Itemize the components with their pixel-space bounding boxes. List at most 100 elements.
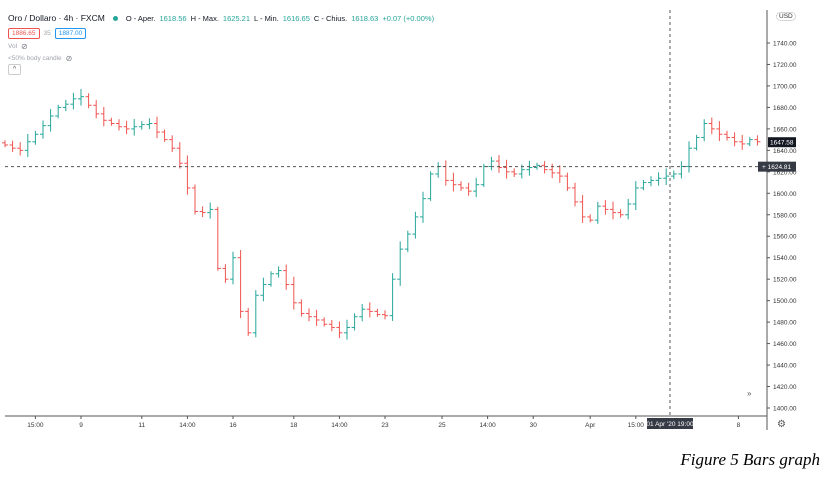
ohlc-bar xyxy=(17,142,24,156)
y-tick-label: 1460.00 xyxy=(773,341,797,348)
ohlc-bar xyxy=(154,116,160,139)
ohlc-bar xyxy=(47,109,54,132)
eye-hidden-icon[interactable]: ⊘ xyxy=(21,42,28,51)
ohlc-bar xyxy=(214,206,221,271)
ohlc-bar xyxy=(716,121,723,142)
last-price-tag xyxy=(768,137,796,148)
ohlc-bar xyxy=(579,195,586,223)
body-candle-indicator[interactable]: <50% body candle ⊘ xyxy=(8,54,72,63)
crosshair-time-tag xyxy=(647,418,693,429)
bid-ask-row: 1886.65 35 1887.00 xyxy=(8,28,87,39)
ohlc-bar xyxy=(655,172,662,186)
eye-hidden-icon[interactable]: ⊘ xyxy=(65,54,73,63)
crosshair-time-label: 01 Apr '20 19:00 xyxy=(646,421,694,428)
settings-gear-icon[interactable]: ⚙ xyxy=(777,419,786,430)
low-value: 1616.65 xyxy=(282,13,310,23)
x-tick-label: 8 xyxy=(737,422,741,429)
ohlc-bar xyxy=(2,140,8,148)
ohlc-bar xyxy=(351,313,358,331)
ohlc-bar xyxy=(701,119,708,142)
ohlc-bar xyxy=(9,140,16,152)
volume-label: Vol xyxy=(8,43,18,50)
ohlc-bar xyxy=(131,119,138,136)
scroll-to-realtime-icon[interactable]: » xyxy=(747,389,752,398)
x-tick-label: Apr xyxy=(585,422,596,429)
sell-button[interactable]: 1886.65 xyxy=(8,28,40,39)
y-tick-label: 1720.00 xyxy=(773,62,797,69)
ohlc-bar xyxy=(564,172,571,191)
x-tick-label: 15:00 xyxy=(27,422,44,429)
ohlc-bar xyxy=(450,172,457,192)
x-tick-label: 14:00 xyxy=(179,422,196,429)
high-value: 1625.21 xyxy=(222,13,251,23)
ohlc-bar xyxy=(40,120,46,139)
y-tick-label: 1480.00 xyxy=(773,320,797,327)
legend-header: Oro / Dollaro · 4h · FXCM O - Aper. 1618.… xyxy=(8,13,434,23)
ohlc-bar xyxy=(617,209,624,218)
x-tick-label: 30 xyxy=(530,422,538,429)
y-tick-label: 1560.00 xyxy=(773,234,797,241)
currency-label[interactable]: USD xyxy=(776,12,796,21)
ohlc-bar xyxy=(625,198,632,220)
ohlc-bar xyxy=(693,134,700,151)
ohlc-bar xyxy=(260,277,267,302)
ohlc-bar xyxy=(184,155,191,195)
buy-button[interactable]: 1887.00 xyxy=(54,28,87,39)
y-tick-label: 1660.00 xyxy=(773,126,797,133)
y-tick-label: 1500.00 xyxy=(773,298,797,305)
y-tick-label: 1580.00 xyxy=(773,212,797,219)
ohlc-bar xyxy=(161,129,168,142)
x-axis: 15:00 9 11 14:00 16 18 14:00 23 25 14:00 30 Apr 15:0… xyxy=(27,416,741,429)
ohlc-bar xyxy=(397,241,404,286)
y-tick-label: 1740.00 xyxy=(773,41,797,48)
ohlc-bar xyxy=(458,181,464,191)
ohlc-bar xyxy=(336,321,343,339)
price-chart[interactable]: 1740.00 1720.00 1700.00 1680.00 1660.00 1640.… xyxy=(0,0,830,440)
ohlc-bar xyxy=(116,119,122,131)
ohlc-bar xyxy=(572,182,578,207)
ohlc-bar xyxy=(724,130,730,141)
spread-value: 35 xyxy=(43,30,51,37)
ohlc-bar xyxy=(359,304,366,322)
ohlc-bar xyxy=(556,165,563,183)
ohlc-bar xyxy=(708,117,715,135)
close-label: C - Chius. xyxy=(313,13,348,23)
ohlc-bar xyxy=(678,161,685,179)
ohlc-bar xyxy=(298,299,305,317)
ohlc-bar xyxy=(207,202,214,219)
ohlc-bar xyxy=(62,99,69,112)
x-tick-label: 15:00 xyxy=(628,422,645,429)
x-tick-label: 14:00 xyxy=(479,422,496,429)
ohlc-bar xyxy=(412,211,419,239)
ohlc-bar xyxy=(275,266,282,278)
y-tick-label: 1520.00 xyxy=(773,277,797,284)
y-tick-label: 1620.00 xyxy=(773,169,797,176)
collapse-legend-button[interactable]: ^ xyxy=(8,64,21,75)
ohlc-bar xyxy=(78,88,84,106)
ohlc-bar xyxy=(374,308,381,317)
ohlc-bar xyxy=(192,184,198,215)
ohlc-bar xyxy=(382,310,388,320)
close-value: 1618.63 xyxy=(351,13,379,23)
ohlc-bar xyxy=(610,201,616,220)
ohlc-bar xyxy=(222,264,229,283)
x-tick-label: 18 xyxy=(290,422,298,429)
ohlc-bar xyxy=(670,170,677,180)
ohlc-bar xyxy=(268,271,274,287)
y-tick-label: 1540.00 xyxy=(773,255,797,262)
ohlc-bar xyxy=(230,251,236,285)
ohlc-bar xyxy=(594,201,601,224)
ohlc-bar xyxy=(541,161,548,174)
ohlc-bar xyxy=(442,160,449,186)
ohlc-bar xyxy=(313,309,320,326)
x-tick-label: 14:00 xyxy=(331,422,348,429)
y-tick-label: 1600.00 xyxy=(773,191,797,198)
crosshair-price-tag xyxy=(758,161,796,172)
symbol-title[interactable]: Oro / Dollaro · 4h · FXCM xyxy=(8,13,105,23)
ohlc-bar xyxy=(252,290,259,338)
ohlc-bar xyxy=(24,134,31,158)
ohlc-bar xyxy=(648,176,654,187)
change-value: +0.07 (+0.00%) xyxy=(382,13,435,23)
ohlc-bar xyxy=(404,230,411,253)
volume-indicator[interactable]: Vol ⊘ xyxy=(8,42,28,51)
